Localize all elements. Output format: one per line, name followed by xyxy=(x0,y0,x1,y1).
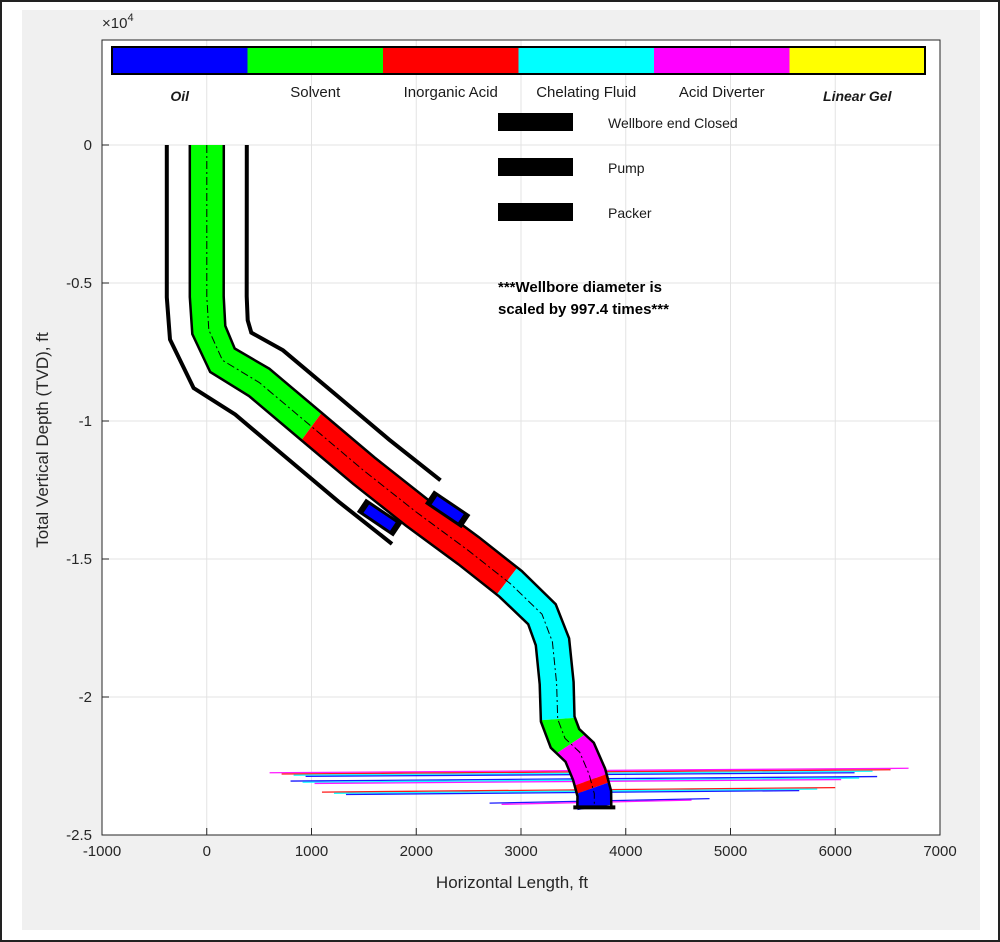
legend-label: Linear Gel xyxy=(823,88,893,104)
y-tick-label: -0.5 xyxy=(66,275,92,292)
fluid-segment xyxy=(574,774,609,794)
x-tick-label: 7000 xyxy=(923,843,956,860)
x-axis-ticks: -1000 0 1000 2000 3000 4000 5000 6000 7000 xyxy=(83,828,957,860)
legend-swatch-acid-diverter xyxy=(654,47,790,74)
legend-strip-border xyxy=(111,46,926,75)
symbol-legend: Wellbore end Closed Pump Packer xyxy=(498,113,738,221)
legend-label: Acid Diverter xyxy=(679,84,765,101)
legend-swatch-linear-gel xyxy=(789,47,925,74)
packer xyxy=(356,498,403,537)
legend-label: Oil xyxy=(170,88,190,104)
wellbore-chart: -1000 0 1000 2000 3000 4000 5000 6000 7000 0 -0.5… xyxy=(33,12,957,892)
x-tick-label: 4000 xyxy=(609,843,642,860)
wellbore xyxy=(164,144,616,811)
legend-swatch-solvent xyxy=(247,47,383,74)
packer xyxy=(424,490,471,529)
fracture-line xyxy=(345,789,800,796)
x-tick-label: 6000 xyxy=(819,843,852,860)
symbol-swatch xyxy=(498,203,573,221)
legend-swatch-chelating-fluid xyxy=(518,47,654,74)
symbol-swatch xyxy=(498,113,573,131)
tubing-edge-right xyxy=(222,144,613,808)
y-tick-label: -1.5 xyxy=(66,551,92,568)
y-axis-ticks: 0 -0.5 -1 -1.5 -2 -2.5 xyxy=(66,137,109,844)
legend-swatch-inorganic-acid xyxy=(383,47,519,74)
fluid-segment xyxy=(556,734,607,786)
symbol-swatch xyxy=(498,158,573,176)
x-tick-label: -1000 xyxy=(83,843,121,860)
legend-swatch-oil xyxy=(112,47,248,74)
legend-label: Chelating Fluid xyxy=(536,84,636,101)
y-tick-label: -2.5 xyxy=(66,827,92,844)
y-tick-label: -2 xyxy=(79,689,92,706)
figure-window: -1000 0 1000 2000 3000 4000 5000 6000 7000 0 -0.5… xyxy=(22,10,980,930)
y-axis-label: Total Vertical Depth (TVD), ft xyxy=(33,332,52,548)
y-tick-label: -1 xyxy=(79,413,92,430)
packers xyxy=(356,490,471,537)
x-tick-label: 5000 xyxy=(714,843,747,860)
symbol-label: Wellbore end Closed xyxy=(608,115,738,131)
x-tick-label: 1000 xyxy=(295,843,328,860)
packer-fill xyxy=(431,496,464,523)
fluid-segment xyxy=(300,412,518,595)
x-tick-label: 3000 xyxy=(504,843,537,860)
x-tick-label: 2000 xyxy=(400,843,433,860)
y-tick-label: 0 xyxy=(84,137,92,154)
legend-label: Solvent xyxy=(290,84,341,101)
x-axis-label: Horizontal Length, ft xyxy=(436,873,588,892)
y-exponent-label: ×104 xyxy=(102,12,134,32)
wellbore-centerline xyxy=(206,145,595,808)
fluid-segment xyxy=(540,716,585,754)
packer-fill xyxy=(363,504,396,531)
legend-label: Inorganic Acid xyxy=(404,84,498,101)
scale-annotation-line1: ***Wellbore diameter is xyxy=(498,279,662,296)
symbol-label: Packer xyxy=(608,205,652,221)
casing-edge-left xyxy=(164,145,394,546)
x-tick-label: 0 xyxy=(203,843,211,860)
fluid-legend: Oil Solvent Inorganic Acid Chelating Fluid A… xyxy=(111,46,926,104)
tubing-edge-left xyxy=(188,145,579,808)
scale-annotation-line2: scaled by 997.4 times*** xyxy=(498,301,669,318)
symbol-label: Pump xyxy=(608,160,645,176)
casing-edge-right xyxy=(244,144,442,482)
